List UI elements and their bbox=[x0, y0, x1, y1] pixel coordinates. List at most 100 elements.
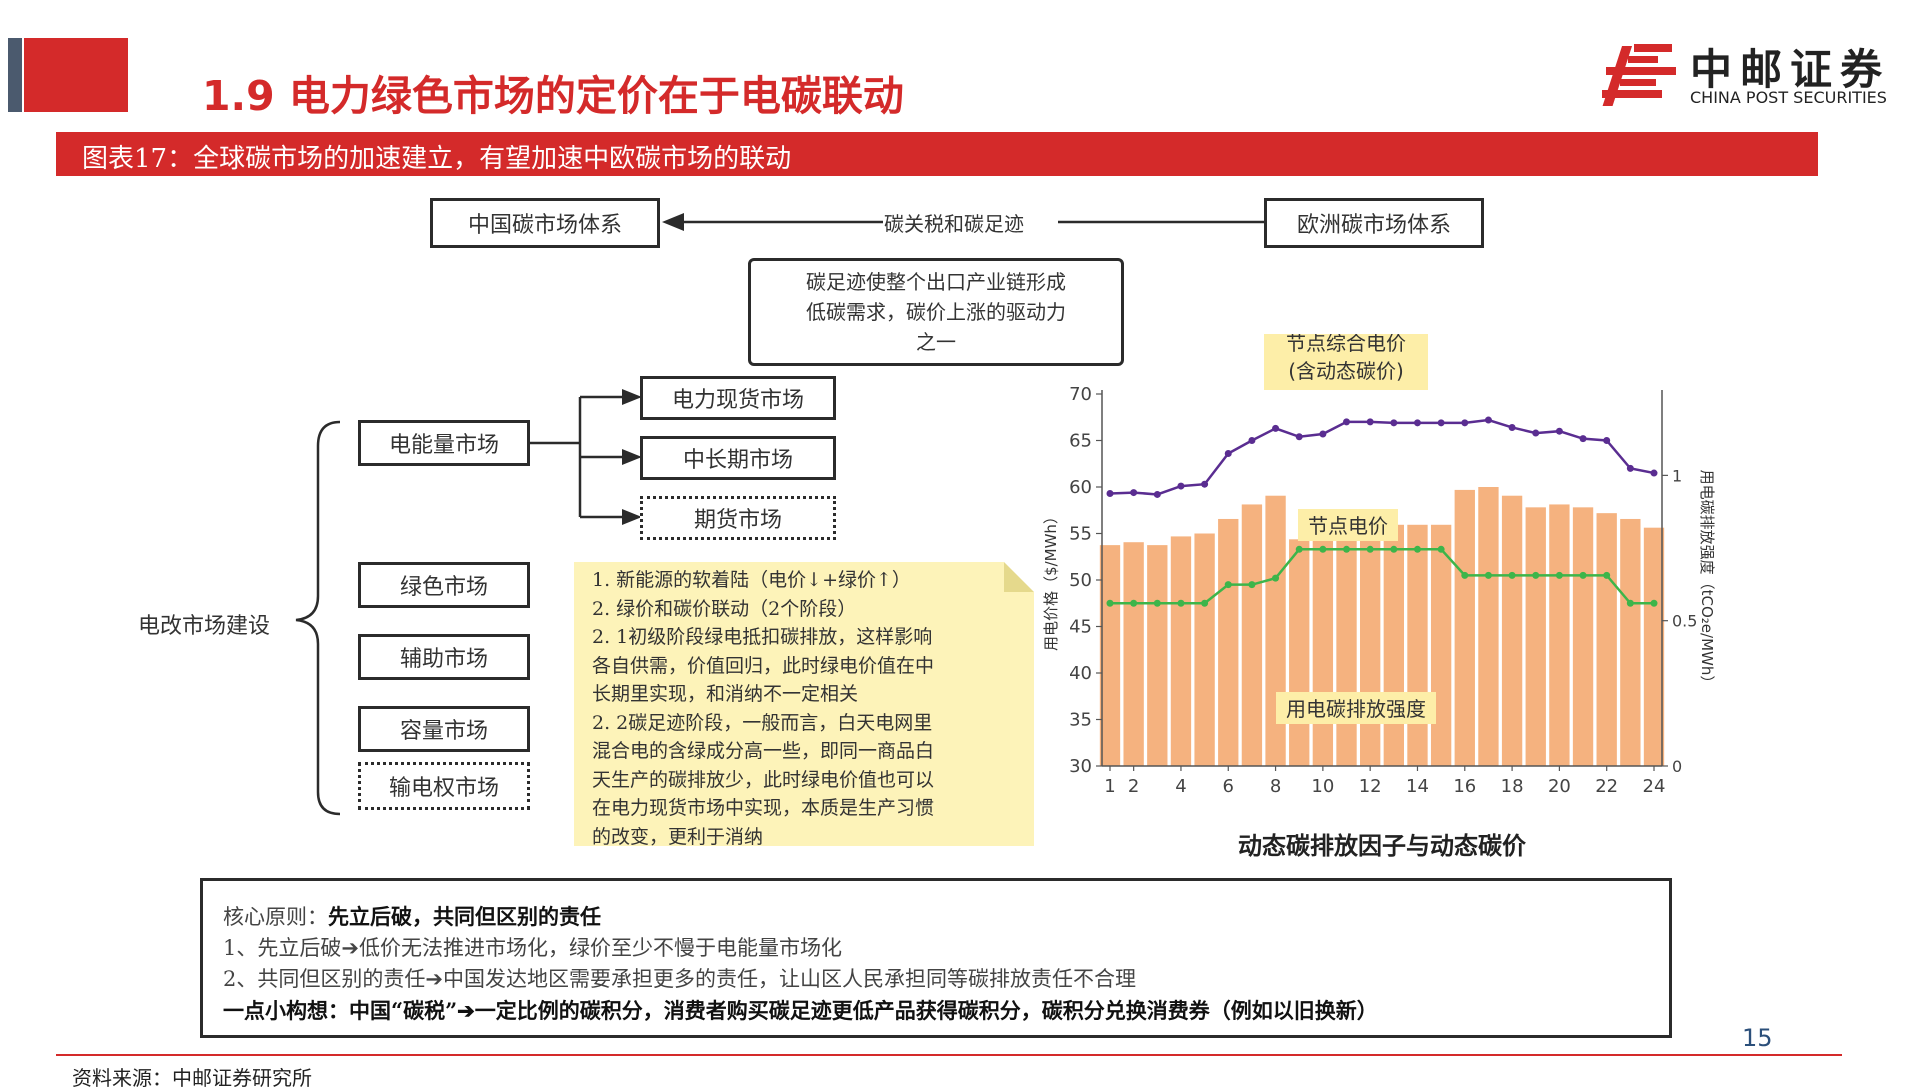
series-point bbox=[1579, 571, 1587, 579]
series-point bbox=[1319, 430, 1327, 438]
series-point bbox=[1224, 581, 1232, 589]
series-point bbox=[1626, 464, 1634, 472]
y-tick-label: 55 bbox=[1069, 524, 1092, 545]
page-number: 15 bbox=[1742, 1024, 1773, 1052]
series-point bbox=[1413, 545, 1421, 553]
x-tick-label: 16 bbox=[1453, 776, 1476, 797]
sticky-line: 在电力现货市场中实现，本质是生产习惯 bbox=[592, 797, 935, 819]
series-point bbox=[1508, 423, 1516, 431]
chart-title: 动态碳排放因子与动态碳价 bbox=[1238, 832, 1527, 860]
emission-bar bbox=[1643, 527, 1665, 766]
emission-bar bbox=[1407, 524, 1428, 766]
y2-tick-label: 0 bbox=[1672, 757, 1682, 776]
sticky-line: 的改变，更利于消纳 bbox=[592, 825, 764, 848]
note-line: 碳足迹使整个出口产业链形成 bbox=[806, 270, 1066, 294]
y2-tick-label: 0.5 bbox=[1672, 612, 1697, 631]
futures-market-box: 期货市场 bbox=[640, 496, 836, 540]
x-tick-label: 12 bbox=[1359, 776, 1382, 797]
series-point bbox=[1130, 489, 1138, 497]
composite-price-sublabel: (含动态碳价) bbox=[1288, 359, 1404, 383]
green-market-box: 绿色市场 bbox=[358, 562, 530, 608]
series-point bbox=[1437, 545, 1445, 553]
series-point bbox=[1366, 545, 1374, 553]
y-tick-label: 70 bbox=[1069, 384, 1092, 405]
carbon-footprint-note: 碳足迹使整个出口产业链形成 低碳需求，碳价上涨的驱动力 之一 bbox=[748, 258, 1124, 366]
principle-line-1: 核心原则：先立后破，共同但区别的责任 bbox=[223, 901, 1649, 933]
emission-bar bbox=[1147, 545, 1168, 766]
emission-bar bbox=[1265, 495, 1286, 766]
x-tick-label: 14 bbox=[1406, 776, 1429, 797]
sticky-line: 2. 2碳足迹阶段，一般而言，白天电网里 bbox=[592, 711, 933, 734]
series-point bbox=[1413, 419, 1421, 427]
sticky-note: 1. 新能源的软着陆（电价↓+绿价↑） 2. 绿价和碳价联动（2个阶段） 2. … bbox=[574, 562, 1034, 848]
sticky-line: 天生产的碳排放少，此时绿电价值也可以 bbox=[592, 768, 935, 791]
y-tick-label: 60 bbox=[1069, 477, 1092, 498]
series-point bbox=[1153, 490, 1161, 498]
composite-price-label-bg bbox=[1264, 334, 1428, 390]
x-tick-label: 18 bbox=[1501, 776, 1524, 797]
series-point bbox=[1272, 424, 1280, 432]
series-point bbox=[1319, 545, 1327, 553]
emission-bar bbox=[1312, 533, 1334, 766]
sticky-line: 2. 1初级阶段绿电抵扣碳排放，这样影响 bbox=[592, 626, 933, 648]
principle-line-4: 一点小构想：中国“碳税”➔一定比例的碳积分，消费者购买碳足迹更低产品获得碳积分，… bbox=[223, 998, 1378, 1023]
emission-bar bbox=[1620, 518, 1641, 766]
series-point bbox=[1248, 581, 1256, 589]
series-point bbox=[1508, 571, 1516, 579]
emission-intensity-label-bg bbox=[1276, 692, 1436, 724]
series-point bbox=[1343, 545, 1351, 553]
emission-bar bbox=[1289, 539, 1310, 766]
principle-headline: 先立后破，共同但区别的责任 bbox=[328, 904, 601, 929]
y-tick-label: 30 bbox=[1069, 756, 1092, 777]
series-point bbox=[1390, 419, 1398, 427]
series-point bbox=[1272, 574, 1280, 582]
series-point bbox=[1224, 450, 1232, 458]
series-point bbox=[1555, 427, 1563, 435]
sticky-line: 2. 绿价和碳价联动（2个阶段） bbox=[592, 597, 857, 620]
emission-bar bbox=[1360, 524, 1381, 766]
chart-axes bbox=[1101, 390, 1663, 767]
x-tick-label: 4 bbox=[1175, 776, 1186, 797]
figure-caption: 图表17：全球碳市场的加速建立，有望加速中欧碳市场的联动 bbox=[82, 144, 792, 174]
sticky-line: 各自供需，价值回归，此时绿电价值在中 bbox=[592, 654, 935, 677]
series-point bbox=[1626, 599, 1634, 607]
series-point bbox=[1366, 418, 1374, 426]
capacity-market-box: 容量市场 bbox=[358, 706, 530, 752]
series-point bbox=[1201, 599, 1209, 607]
sticky-note-fold bbox=[1004, 562, 1034, 592]
series-line bbox=[1110, 548, 1654, 605]
eu-carbon-market-box: 欧洲碳市场体系 bbox=[1264, 198, 1484, 248]
sticky-line: 1. 新能源的软着陆（电价↓+绿价↑） bbox=[592, 569, 911, 591]
series-point bbox=[1390, 545, 1398, 553]
series-point bbox=[1650, 469, 1658, 477]
x-tick-label: 1 bbox=[1104, 776, 1115, 797]
series-point bbox=[1295, 433, 1303, 441]
emission-bar bbox=[1572, 507, 1594, 766]
principle-line-3: 2、共同但区别的责任➔中国发达地区需要承担更多的责任，让山区人民承担同等碳排放责… bbox=[223, 967, 1136, 991]
y2-axis-title: 用电碳排放强度（tCO₂e/MWh） bbox=[1698, 470, 1716, 691]
series-point bbox=[1153, 599, 1161, 607]
series-point bbox=[1461, 571, 1469, 579]
series-point bbox=[1484, 416, 1492, 424]
y-tick-label: 35 bbox=[1069, 710, 1092, 731]
transmission-rights-market-box: 输电权市场 bbox=[358, 762, 530, 810]
series-point bbox=[1248, 437, 1256, 444]
y2-tick-label: 1 bbox=[1672, 466, 1682, 485]
power-reform-root-label: 电改市场建设 bbox=[138, 614, 271, 639]
emission-bar bbox=[1099, 545, 1121, 766]
y-tick-label: 45 bbox=[1069, 617, 1092, 638]
series-point bbox=[1461, 419, 1469, 427]
series-point bbox=[1130, 599, 1138, 607]
series-point bbox=[1484, 571, 1492, 579]
emission-bar bbox=[1170, 536, 1192, 766]
footer-divider bbox=[56, 1054, 1842, 1056]
composite-price-label: 节点综合电价 bbox=[1286, 334, 1406, 355]
x-tick-label: 22 bbox=[1595, 776, 1618, 797]
ancillary-market-box: 辅助市场 bbox=[358, 634, 530, 680]
emission-bar bbox=[1525, 507, 1546, 766]
note-line: 之一 bbox=[916, 330, 956, 354]
header-accent-dark bbox=[8, 38, 22, 112]
emission-bar bbox=[1383, 524, 1404, 766]
